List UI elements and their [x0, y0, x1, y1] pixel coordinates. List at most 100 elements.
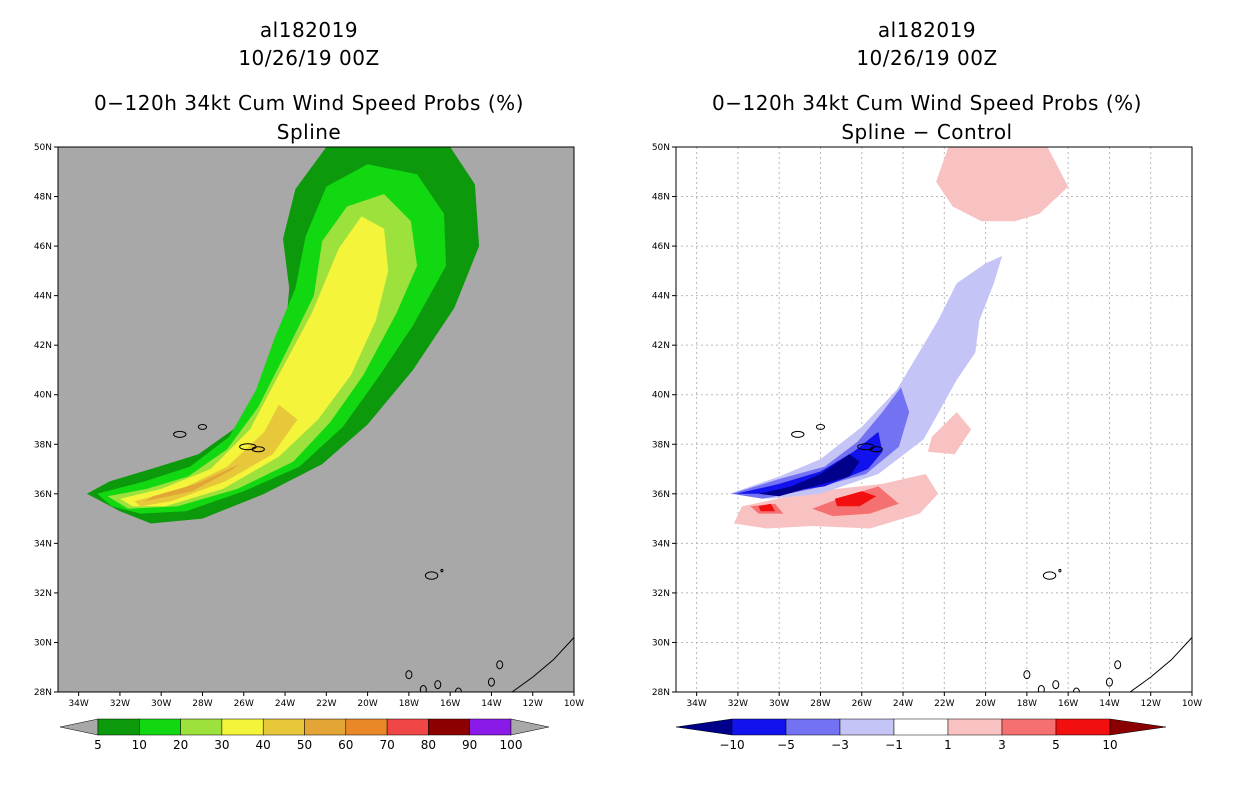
island-coastline [1058, 568, 1062, 573]
island-coastline [197, 423, 208, 430]
contour-level-1 [927, 412, 972, 455]
x-tick-label: 30W [769, 699, 789, 709]
colorbar-swatch [731, 718, 787, 736]
canary-island-coastline [1023, 670, 1031, 680]
x-tick-label: 20W [357, 699, 377, 709]
right-product-title: 0−120h 34kt Cum Wind Speed Probs (%) [712, 91, 1142, 115]
right-panel: al182019 10/26/19 00Z 0−120h 34kt Cum Wi… [618, 0, 1236, 800]
colorbar-swatch [139, 718, 181, 736]
y-tick-label: 40N [34, 391, 52, 401]
right-map-chart: 34W 32W 30W 28W 26W 24W 22W 20W 18W 16W 14W 12W 10W 2… [652, 143, 1202, 752]
plot-frame [675, 146, 1193, 693]
y-tick-label: 50N [652, 143, 670, 153]
x-tick-label: 20W [975, 699, 995, 709]
x-tick-label: 32W [728, 699, 748, 709]
colorbar-swatch [893, 718, 949, 736]
colorbar-swatch [1055, 718, 1111, 736]
colorbar-label: 5 [94, 738, 102, 752]
x-tick-label: 24W [893, 699, 913, 709]
plot-frame [57, 146, 575, 693]
y-tick-label: 38N [652, 440, 670, 450]
colorbar-label: −5 [777, 738, 795, 752]
colorbar-label: −10 [719, 738, 744, 752]
y-tick-label: 36N [34, 490, 52, 500]
y-tick-label: 50N [34, 143, 52, 153]
x-tick-label: 26W [852, 699, 872, 709]
x-tick-label: 32W [110, 699, 130, 709]
x-tick-label: 28W [810, 699, 830, 709]
colorbar-label: 10 [132, 738, 147, 752]
canary-island-coastline [496, 660, 504, 670]
colorbar-label: 40 [256, 738, 271, 752]
colorbar-label: 30 [214, 738, 229, 752]
y-tick-label: 30N [652, 638, 670, 648]
island-coastline [1042, 571, 1057, 580]
colorbar-high-arrow [1109, 718, 1167, 736]
island-coastline [251, 446, 265, 453]
canary-island-coastline [487, 677, 495, 687]
colorbar-swatch [221, 718, 264, 736]
contour-group [676, 147, 1192, 692]
colorbar-swatch [1001, 718, 1057, 736]
colorbar-swatch [947, 718, 1003, 736]
x-tick-label: 16W [1058, 699, 1078, 709]
colorbar-high-arrow [510, 718, 550, 736]
colorbar-swatch [428, 718, 470, 736]
right-datetime: 10/26/19 00Z [856, 46, 998, 70]
island-coastline [791, 430, 805, 438]
colorbar-swatch [386, 718, 429, 736]
left-subtitle: Spline [276, 120, 342, 144]
x-tick-label: 30W [151, 699, 171, 709]
contour-level-50 [144, 454, 252, 502]
colorbar-label: 10 [1102, 738, 1117, 752]
island-coastline [815, 423, 826, 430]
colorbar-swatch [180, 718, 223, 736]
canary-island-coastline [405, 670, 413, 680]
x-tick-label: 10W [1182, 699, 1202, 709]
x-tick-label: 12W [1141, 699, 1161, 709]
left-product-title: 0−120h 34kt Cum Wind Speed Probs (%) [94, 91, 524, 115]
left-storm-id: al182019 [259, 18, 359, 42]
y-tick-label: 44N [652, 292, 670, 302]
x-tick-label: 18W [1017, 699, 1037, 709]
colorbar-label: 60 [338, 738, 353, 752]
x-tick-label: 34W [686, 699, 706, 709]
island-coastline [869, 446, 883, 453]
x-tick-label: 10W [564, 699, 584, 709]
contour-level-5 [758, 503, 776, 512]
canary-island-coastline [434, 680, 442, 690]
left-map-chart: 34W 32W 30W 28W 26W 24W 22W 20W 18W 16W 14W 12W 10W 2… [34, 143, 584, 752]
y-tick-label: 34N [34, 539, 52, 549]
colorbar-swatch [469, 718, 512, 736]
colorbar-swatch [262, 718, 305, 736]
colorbar-swatch [97, 718, 140, 736]
x-tick-label: 14W [481, 699, 501, 709]
canary-island-coastline [419, 685, 427, 692]
y-tick-label: 34N [652, 539, 670, 549]
x-tick-label: 14W [1099, 699, 1119, 709]
left-datetime: 10/26/19 00Z [238, 46, 380, 70]
colorbar-label: −3 [831, 738, 849, 752]
y-tick-label: 28N [652, 688, 670, 698]
y-tick-label: 30N [34, 638, 52, 648]
colorbar-label: 90 [462, 738, 477, 752]
contour-level-neg3 [731, 387, 910, 499]
canary-island-coastline [1105, 677, 1113, 687]
right-storm-id: al182019 [877, 18, 977, 42]
island-coastline [424, 571, 439, 580]
y-tick-label: 46N [652, 242, 670, 252]
colorbar-label: 70 [379, 738, 394, 752]
y-tick-label: 48N [34, 193, 52, 203]
x-tick-label: 26W [234, 699, 254, 709]
y-tick-label: 28N [34, 688, 52, 698]
y-tick-label: 32N [34, 589, 52, 599]
africa-coastline [511, 637, 574, 692]
right-subtitle: Spline − Control [841, 120, 1013, 144]
y-tick-label: 40N [652, 391, 670, 401]
canary-island-coastline [1114, 660, 1122, 670]
y-tick-label: 38N [34, 440, 52, 450]
y-tick-label: 36N [652, 490, 670, 500]
canary-island-coastline [454, 687, 462, 692]
africa-coastline [1129, 637, 1192, 692]
colorbar-swatch [839, 718, 895, 736]
